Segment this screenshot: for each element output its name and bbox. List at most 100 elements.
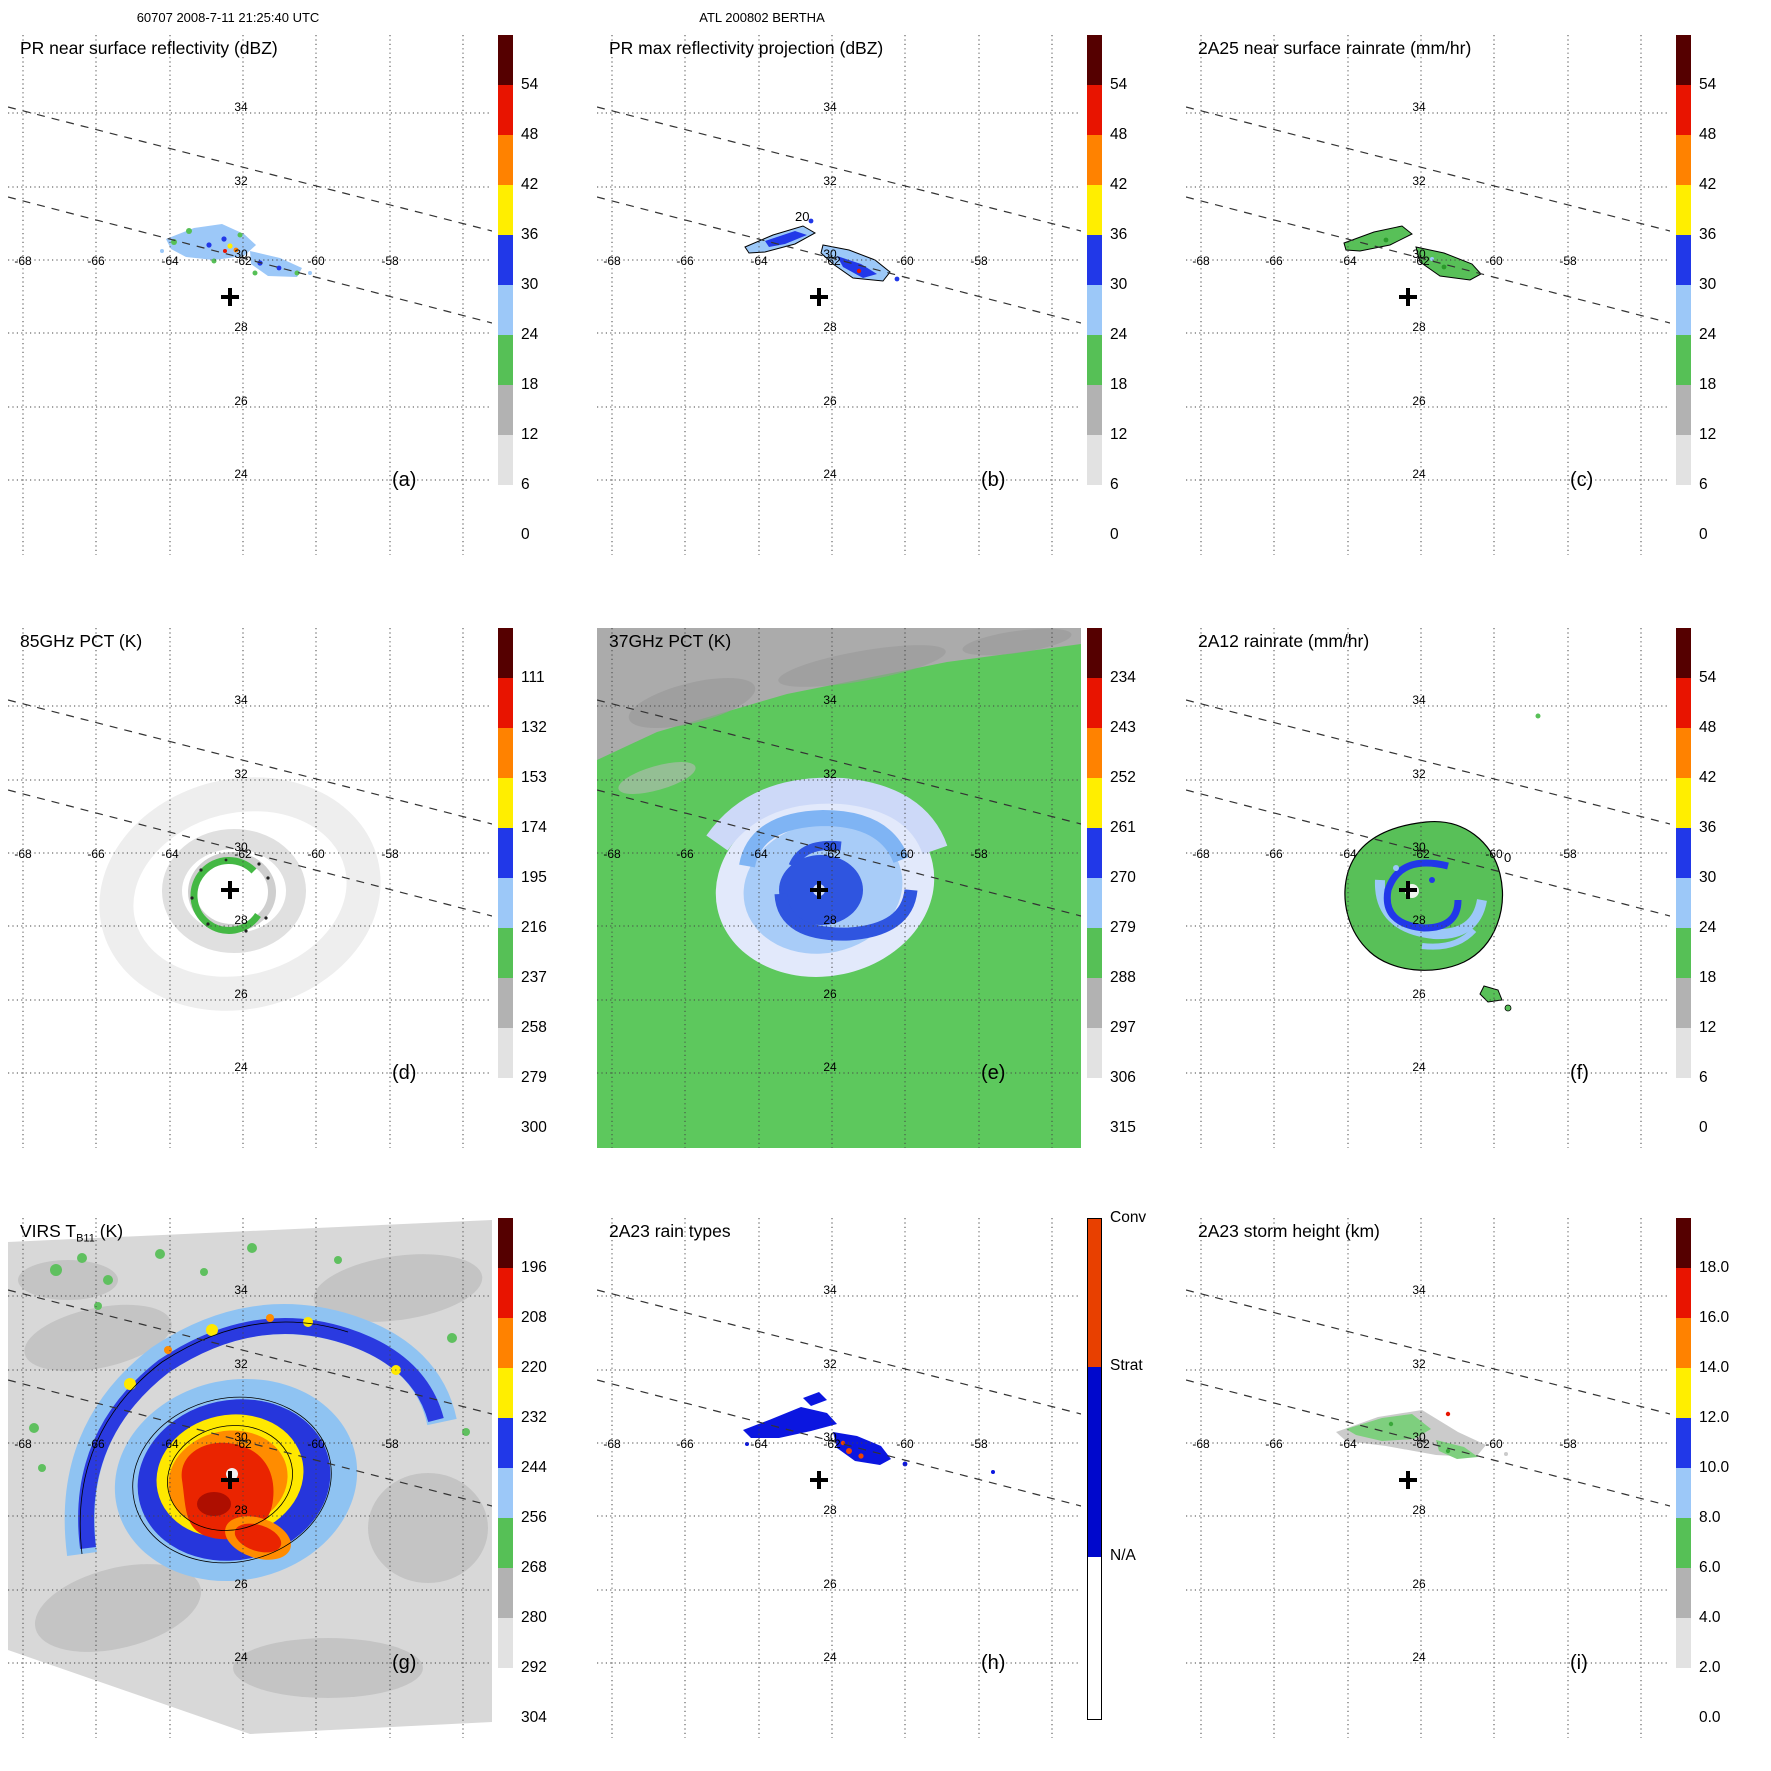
colorbar-box: 54 48 42 36 30 24 18 12 6 0 (1087, 35, 1185, 570)
map-pr-reflectivity: -68 -66 -64 -62 -60 -58 34 32 30 28 26 24 (8, 35, 492, 555)
colorbar-segment (1676, 1218, 1691, 1268)
colorbar-tick-label: 270 (1110, 869, 1136, 886)
colorbar-tick-label: 304 (521, 1709, 547, 1726)
map-grid-overlay: -68 -66 -64 -62 -60 -58 34 32 30 28 26 24 (8, 35, 492, 555)
colorbar-tick-label: 12.0 (1699, 1409, 1730, 1426)
lat-label: 32 (234, 767, 248, 781)
storm-center-marker (221, 288, 239, 306)
colorbar-tick-label: 42 (521, 176, 539, 193)
colorbar-tick-label: 48 (1699, 719, 1717, 736)
colorbar-tick-label: 24 (521, 326, 539, 343)
map-2a23-rain-types: -68 -66 -64 -62 -60 -58 34 32 30 28 26 24 (597, 1218, 1081, 1738)
colorbar-tick-label: 279 (521, 1069, 547, 1086)
lat-label: 30 (234, 840, 248, 854)
colorbar-segment (498, 135, 513, 185)
panel-title: PR max reflectivity projection (dBZ) (609, 38, 883, 59)
colorbar (498, 1218, 513, 1718)
colorbar-tick-label: 111 (521, 669, 545, 686)
colorbar-tick-label: 0 (521, 526, 530, 543)
colorbar-tick-label: 12 (1699, 1019, 1717, 1036)
lon-label: -64 (750, 1437, 768, 1451)
lat-label: 24 (1412, 467, 1426, 481)
panel-title-text: PR near surface reflectivity (dBZ) (20, 38, 278, 58)
colorbar-segment (498, 1418, 513, 1468)
colorbar-segment (498, 1618, 513, 1668)
colorbar-tick-label: 54 (1699, 76, 1717, 93)
lat-label: 30 (1412, 1430, 1426, 1444)
colorbar-segment (1087, 385, 1102, 435)
panel-a: -68 -66 -64 -62 -60 -58 34 32 30 28 26 24 PR near s… (8, 35, 597, 570)
colorbar-segment (498, 385, 513, 435)
lat-label: 26 (1412, 394, 1426, 408)
colorbar-segment-strat (1088, 1366, 1101, 1557)
panel-title: 2A25 near surface rainrate (mm/hr) (1198, 38, 1471, 59)
colorbar-tick-label: 300 (521, 1119, 547, 1136)
map-grid-overlay: -68 -66 -64 -62 -60 -58 34 32 30 28 26 24 (1186, 628, 1670, 1148)
colorbar-tick-label: 0.0 (1699, 1709, 1721, 1726)
lat-label: 32 (234, 1357, 248, 1371)
map-pr-max-reflectivity: 20 -68 -66 -64 -62 -60 -58 34 32 30 28 26 24 (597, 35, 1081, 555)
colorbar-tick-label: 220 (521, 1359, 547, 1376)
colorbar-segment (1676, 435, 1691, 485)
swath-edge-north (8, 106, 492, 232)
outer-green-specks (29, 1243, 470, 1472)
colorbar-tick-label: 48 (521, 126, 539, 143)
colorbar-tick-label: 30 (521, 276, 539, 293)
lon-label: -68 (14, 847, 32, 861)
lat-label: 30 (823, 840, 837, 854)
lat-label: 30 (823, 1430, 837, 1444)
lon-label: -64 (161, 847, 179, 861)
colorbar-segment (1087, 235, 1102, 285)
lon-label: -66 (1265, 254, 1283, 268)
map-virs-tb11: -68 -66 -64 -62 -60 -58 34 32 30 28 26 24 (8, 1218, 492, 1738)
swath-edge-north (1186, 1289, 1670, 1415)
colorbar-segment (1087, 728, 1102, 778)
lon-label: -58 (1559, 847, 1577, 861)
colorbar-tick-label: 42 (1110, 176, 1128, 193)
colorbar-segment (498, 928, 513, 978)
lat-label: 24 (234, 1060, 248, 1074)
lon-label: -58 (381, 1437, 399, 1451)
swath-edge-north (1186, 699, 1670, 825)
lat-label: 28 (823, 913, 837, 927)
storm-center-marker (221, 881, 239, 899)
colorbar-segment (1676, 1268, 1691, 1318)
colorbar-tick-label: 18 (1699, 376, 1717, 393)
lon-label: -60 (307, 254, 325, 268)
colorbar-segment (1676, 285, 1691, 335)
colorbar-tick-label: 153 (521, 769, 547, 786)
colorbar-tick-label: 10.0 (1699, 1459, 1730, 1476)
colorbar-tick-label: 243 (1110, 719, 1136, 736)
lon-label: -64 (750, 847, 768, 861)
panel-title: 2A23 rain types (609, 1221, 731, 1242)
lon-label: -66 (676, 847, 694, 861)
lat-label: 34 (1412, 100, 1426, 114)
colorbar (1676, 628, 1691, 1128)
colorbar-tick-label: 132 (521, 719, 547, 736)
lon-label: -68 (603, 847, 621, 861)
panel-title-text: 2A23 storm height (km) (1198, 1221, 1380, 1241)
colorbar-segment (1087, 35, 1102, 85)
lon-label: -62 (823, 254, 841, 268)
colorbar-segment (498, 1668, 513, 1718)
lat-label: 30 (234, 247, 248, 261)
map-grid-overlay: -68 -66 -64 -62 -60 -58 34 32 30 28 26 24 (597, 628, 1081, 1148)
colorbar-tick-label: 6 (521, 476, 530, 493)
max-reflectivity-band: 20 (744, 209, 900, 282)
panel-title-text: VIRS T (20, 1221, 77, 1241)
pct85-field (99, 777, 381, 1011)
colorbar-tick-label: 54 (1699, 669, 1717, 686)
lat-label: 34 (1412, 693, 1426, 707)
lon-label: -64 (161, 1437, 179, 1451)
panel-title: 2A12 rainrate (mm/hr) (1198, 631, 1369, 652)
colorbar-tick-label: 268 (521, 1559, 547, 1576)
lat-label: 32 (1412, 174, 1426, 188)
lon-label: -60 (307, 1437, 325, 1451)
colorbar-tick-label: 24 (1699, 919, 1717, 936)
colorbar-segment (1087, 435, 1102, 485)
lon-label: -68 (14, 254, 32, 268)
colorbar-segment (1676, 1668, 1691, 1718)
panel-i: -68 -66 -64 -62 -60 -58 34 32 30 28 26 24 2A23 stor… (1186, 1218, 1771, 1753)
panel-title-text: 2A23 rain types (609, 1221, 731, 1241)
colorbar-segment (1676, 978, 1691, 1028)
